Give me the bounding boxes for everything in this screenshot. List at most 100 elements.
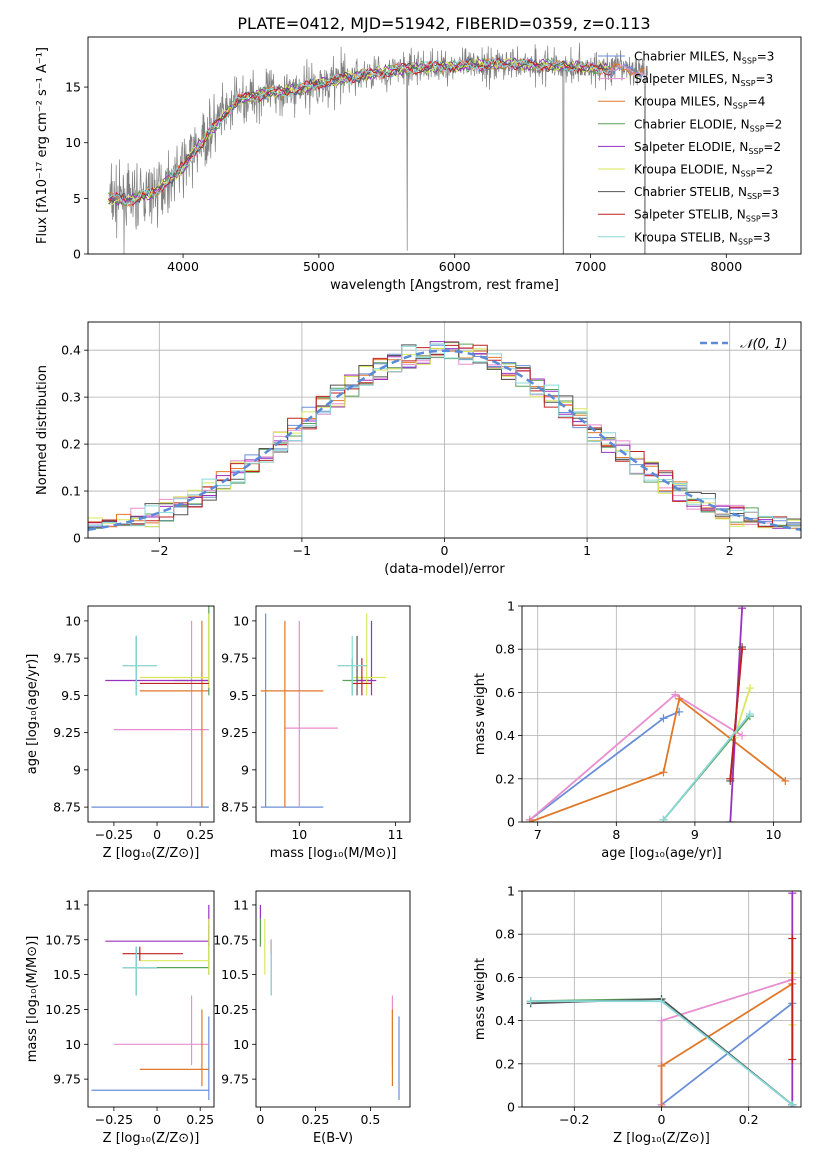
x-axis-label: mass [log₁₀(M/M⊙)] [270, 846, 397, 861]
x-tick-label: −1 [293, 543, 311, 558]
legend-label: Kroupa STELIB, NSSP=3 [634, 230, 771, 246]
x-axis-label: wavelength [Angstrom, rest frame] [330, 278, 559, 293]
y-tick-label: 11 [233, 897, 249, 912]
y-tick-label: 9.75 [53, 651, 81, 666]
y-tick-label: 9 [73, 762, 81, 777]
y-tick-label: 10.5 [221, 967, 249, 982]
y-tick-label: 0.1 [61, 484, 81, 499]
x-tick-label: 0 [153, 1112, 161, 1127]
y-tick-label: 10.75 [213, 932, 249, 947]
x-tick-label: 4000 [167, 259, 199, 274]
y-axis-label: mass weight [473, 958, 488, 1040]
x-axis-label: age [log₁₀(age/yr)] [601, 846, 722, 861]
axes-age_vs_mass: 10 11 8.75 9 9.25 9.5 9.75 10 mass [log₁₀(M/M⊙)] [221, 613, 403, 861]
x-tick-label: 0.5 [360, 1112, 380, 1127]
x-tick-label: 10 [291, 827, 307, 842]
axes-spectrum: 4000 5000 6000 7000 8000 0 5 10 15 wavelength [An… [35, 47, 742, 293]
spectrum-lines [107, 42, 648, 254]
axes-frame [255, 605, 411, 823]
age-mass-errorbars [260, 613, 386, 808]
model-salpeter_elodie [108, 57, 611, 206]
x-tick-label: 8 [612, 827, 620, 842]
y-tick-label: 0 [73, 247, 81, 262]
y-tick-label: 15 [65, 80, 81, 95]
x-tick-label: −2 [150, 543, 168, 558]
y-tick-label: 8.75 [53, 800, 81, 815]
series-salpeter_miles [660, 978, 793, 1105]
y-tick-label: 0.2 [61, 437, 81, 452]
y-tick-label: 9.5 [229, 688, 249, 703]
y-tick-label: 0.4 [495, 1013, 515, 1028]
x-tick-label: 0 [441, 543, 449, 558]
x-tick-label: 0.25 [186, 1112, 214, 1127]
series-salpeter_miles [529, 693, 743, 821]
y-axis-label: Flux [fλ10⁻¹⁷ erg cm⁻² s⁻¹ A⁻¹] [35, 47, 50, 244]
legend-label: Salpeter MILES, NSSP=3 [634, 72, 773, 88]
y-tick-label: 9.75 [221, 651, 249, 666]
series-chabrier_miles [529, 710, 680, 821]
x-tick-label: 9 [691, 827, 699, 842]
y-tick-label: 8.75 [221, 800, 249, 815]
axes-frame [521, 890, 802, 1108]
x-tick-label: 0 [658, 1112, 666, 1127]
legend-label: Kroupa MILES, NSSP=4 [634, 95, 765, 111]
legend-label: Chabrier STELIB, NSSP=3 [634, 185, 780, 201]
x-tick-label: 0.25 [186, 827, 214, 842]
y-tick-label: 10 [233, 1037, 249, 1052]
legend-label: 𝒩(0, 1) [740, 337, 787, 352]
axes-frame [87, 605, 215, 823]
series-kroupa_stelib [662, 713, 751, 821]
x-tick-label: 8000 [710, 259, 742, 274]
legend-label: Chabrier MILES, NSSP=3 [634, 50, 774, 66]
y-tick-label: 10 [65, 613, 81, 628]
y-tick-label: 10 [65, 135, 81, 150]
x-tick-label: −0.2 [559, 1112, 589, 1127]
y-tick-label: 11 [65, 897, 81, 912]
y-tick-label: 10.25 [45, 1002, 81, 1017]
spectrum-legend: Chabrier MILES, NSSP=3 Salpeter MILES, NS… [598, 50, 782, 246]
y-axis-label: mass weight [473, 673, 488, 755]
x-axis-label: (data-model)/error [384, 562, 505, 577]
y-tick-label: 9.75 [53, 1072, 81, 1087]
x-tick-label: 11 [388, 827, 404, 842]
y-tick-label: 10 [233, 613, 249, 628]
axes-frame [87, 321, 802, 539]
x-tick-label: 0.2 [739, 1112, 759, 1127]
y-tick-label: 0.2 [495, 1056, 515, 1071]
y-tick-label: 1 [507, 599, 515, 614]
model-kroupa_stelib [108, 57, 611, 205]
weight-series [525, 606, 790, 822]
y-axis-label: mass [log₁₀(M/M⊙)] [25, 936, 40, 1063]
y-axis-label: age [log₁₀(age/yr)] [25, 654, 40, 775]
y-tick-label: 10.25 [213, 1002, 249, 1017]
y-tick-label: 5 [73, 191, 81, 206]
x-tick-label: 7000 [575, 259, 607, 274]
axes-frame [87, 36, 802, 255]
y-tick-label: 10.75 [45, 932, 81, 947]
residual-histograms [88, 341, 801, 532]
series-salpeter_stelib [729, 649, 743, 779]
x-axis-label: E(B-V) [313, 1131, 353, 1146]
axes-age_vs_Z: −0.25 0 0.25 8.75 9 9.25 9.5 9.75 10 Z [log₁₀(Z/Z… [25, 613, 214, 861]
x-tick-label: −0.25 [95, 1112, 133, 1127]
y-tick-label: 9 [241, 762, 249, 777]
x-axis-label: Z [log₁₀(Z/Z⊙)] [103, 1131, 200, 1146]
gaussian-curve [88, 349, 801, 532]
axes-mass_vs_ebv: 0 0.25 0.5 9.75 10 10.25 10.5 10.75 11 E(B-V) [213, 897, 380, 1146]
y-tick-label: 9.25 [53, 725, 81, 740]
mass-Z-errorbars [91, 904, 210, 1101]
y-tick-label: 0.6 [495, 970, 515, 985]
y-tick-label: 9.75 [221, 1072, 249, 1087]
x-tick-label: 0 [256, 1112, 264, 1127]
model-chabrier_stelib [108, 57, 611, 205]
y-tick-label: 0.4 [495, 728, 515, 743]
y-tick-label: 0.8 [495, 642, 515, 657]
mass-ebv-errorbars [259, 904, 400, 1101]
legend-label: Kroupa ELODIE, NSSP=2 [634, 163, 773, 179]
y-tick-label: 0.6 [495, 685, 515, 700]
series-kroupa_miles [529, 697, 786, 822]
age-Z-errorbars [91, 606, 210, 808]
x-axis-label: Z [log₁₀(Z/Z⊙)] [613, 1131, 710, 1146]
x-tick-label: 2 [726, 543, 734, 558]
x-tick-label: −0.25 [95, 827, 133, 842]
